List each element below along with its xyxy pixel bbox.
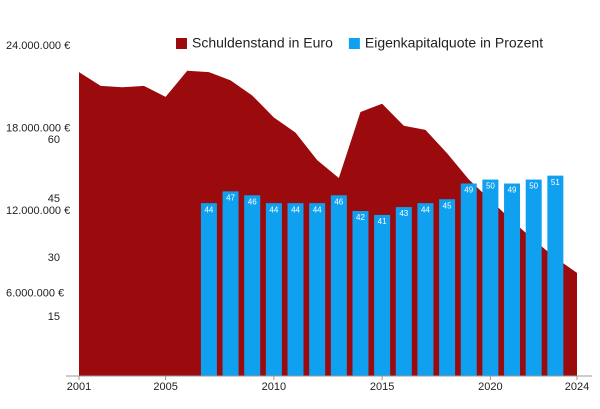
value-label: 49 xyxy=(464,186,473,195)
bar xyxy=(352,211,369,376)
bar xyxy=(482,179,499,376)
bar xyxy=(222,191,239,376)
legend-swatch xyxy=(348,38,360,49)
value-label: 42 xyxy=(356,213,365,222)
value-label: 44 xyxy=(204,205,213,214)
y-tick-label: 18.000.000 € xyxy=(6,122,70,134)
value-label: 50 xyxy=(529,182,538,191)
value-label: 51 xyxy=(551,178,560,187)
value-label: 47 xyxy=(226,193,235,202)
value-label: 46 xyxy=(334,197,343,206)
bar xyxy=(504,183,521,376)
bar xyxy=(330,195,347,376)
bar xyxy=(417,203,434,376)
y-tick-label: 12.000.000 € xyxy=(6,205,70,217)
bar xyxy=(395,207,412,376)
y2-tick-label: 15 xyxy=(48,311,60,323)
bar xyxy=(439,199,456,376)
y2-tick-label: 45 xyxy=(48,193,60,205)
bar xyxy=(547,175,564,376)
value-label: 41 xyxy=(378,217,387,226)
legend-label: Schuldenstand in Euro xyxy=(192,35,333,51)
value-label: 49 xyxy=(508,186,517,195)
x-tick-label: 2024 xyxy=(565,381,589,393)
y-tick-label: 6.000.000 € xyxy=(6,287,64,299)
y-tick-label: 24.000.000 € xyxy=(6,40,70,52)
value-label: 44 xyxy=(291,205,300,214)
y2-tick-label: 30 xyxy=(48,252,60,264)
bar xyxy=(460,183,477,376)
legend-swatch xyxy=(176,38,187,49)
y2-tick-label: 60 xyxy=(48,134,60,146)
bar xyxy=(287,203,304,376)
bar xyxy=(309,203,326,376)
value-label: 43 xyxy=(399,209,408,218)
legend-label: Eigenkapitalquote in Prozent xyxy=(365,35,543,51)
value-label: 46 xyxy=(248,197,257,206)
value-label: 44 xyxy=(269,205,278,214)
x-tick-label: 2010 xyxy=(262,381,286,393)
bar xyxy=(244,195,261,376)
bar xyxy=(525,179,542,376)
value-label: 50 xyxy=(486,182,495,191)
x-tick-label: 2020 xyxy=(478,381,502,393)
bar xyxy=(265,203,282,376)
value-label: 45 xyxy=(443,201,452,210)
x-tick-label: 2015 xyxy=(370,381,394,393)
debt-area xyxy=(79,70,577,376)
value-label: 44 xyxy=(421,205,430,214)
value-label: 44 xyxy=(313,205,322,214)
bar xyxy=(200,203,217,376)
x-tick-label: 2005 xyxy=(153,381,177,393)
bar xyxy=(374,214,391,376)
x-tick-label: 2001 xyxy=(67,381,91,393)
